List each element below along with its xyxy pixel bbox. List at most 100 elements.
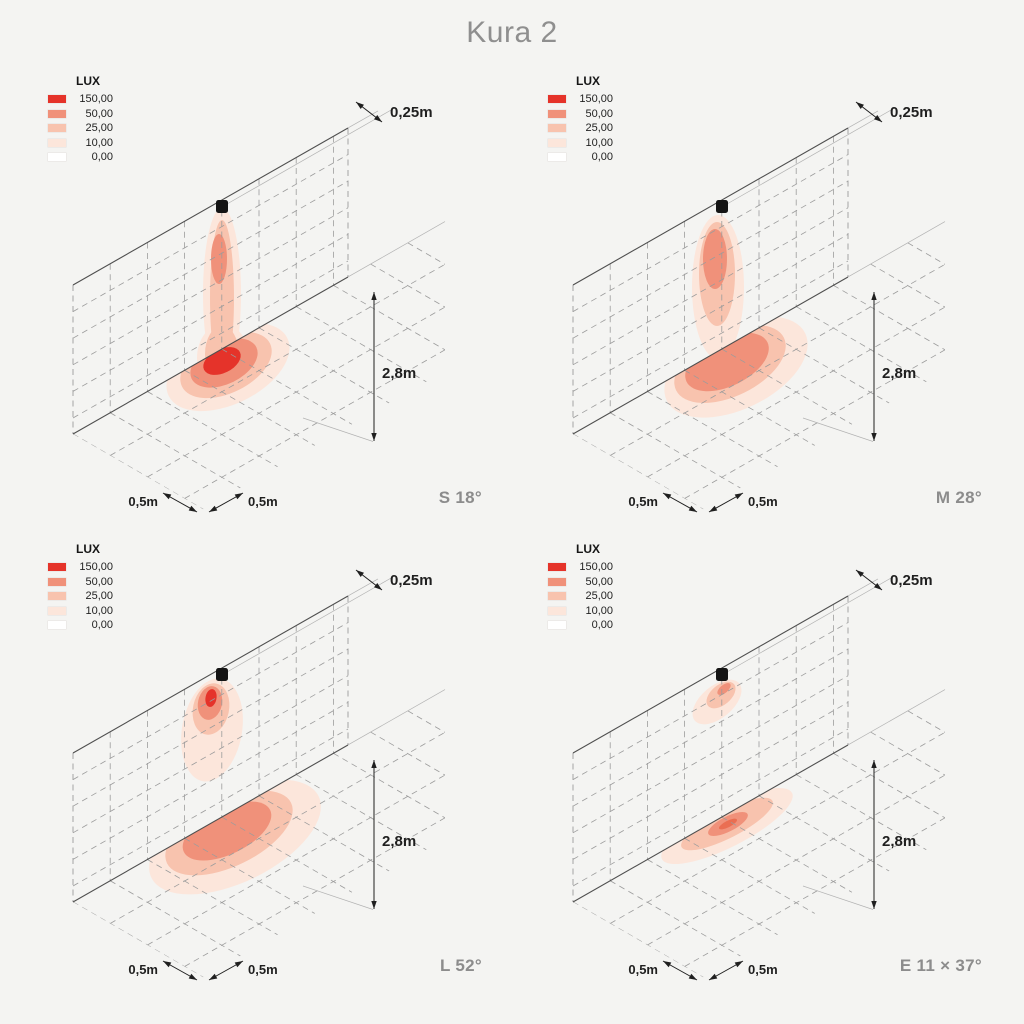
- wall-floor-edge: [572, 276, 849, 435]
- legend-item-50: 50,00: [548, 575, 613, 590]
- grid-line: [72, 728, 349, 887]
- mounting-height-arrow: [871, 292, 877, 441]
- legend-item-10: 10,00: [48, 604, 113, 619]
- legend-item-150: 150,00: [48, 560, 113, 575]
- cell-arrow-left: [162, 492, 198, 513]
- wall-offset-arrow: [855, 101, 883, 123]
- grid-line: [609, 412, 741, 489]
- grid-line: [110, 263, 445, 456]
- grid-line: [72, 180, 349, 339]
- beam-label: M 28°: [935, 488, 982, 507]
- floor-line-extension: [347, 689, 446, 746]
- arrowhead-icon: [371, 901, 377, 909]
- arrowhead-icon: [871, 760, 877, 768]
- arrowhead-icon: [374, 114, 382, 122]
- grid-line: [184, 817, 445, 967]
- legend-swatch-50: [48, 577, 66, 586]
- cell-arrow-right: [708, 960, 744, 981]
- wall-offset-label: 0,25m: [390, 572, 433, 589]
- grid-line: [184, 349, 445, 499]
- cell-arrow-right: [208, 492, 244, 513]
- legend-item-150: 150,00: [48, 92, 113, 107]
- arrowhead-icon: [709, 505, 718, 512]
- grid-line: [944, 221, 945, 298]
- legend-item-50: 50,00: [48, 107, 113, 122]
- fixture-rail-line: [726, 577, 893, 673]
- legend-item-50: 50,00: [548, 107, 613, 122]
- legend-swatch-50: [548, 577, 566, 586]
- legend-item-150: 150,00: [548, 92, 613, 107]
- grid-line: [684, 817, 945, 967]
- fixture-rail-line: [226, 577, 393, 673]
- cell-arrow-left: [162, 960, 198, 981]
- lux-legend: LUX 150,00 50,00 25,00 10,00 0,00: [48, 74, 113, 165]
- grid-line: [907, 242, 945, 319]
- wall-floor-edge: [72, 276, 349, 435]
- mounting-height-label: 2,8m: [382, 365, 416, 382]
- arrowhead-icon: [209, 973, 218, 980]
- wall-isolux-blob: [181, 678, 243, 782]
- floor-contour-50-lux: [718, 818, 738, 830]
- grid-line: [72, 207, 349, 366]
- mounting-height-arrow: [371, 760, 377, 909]
- grid-line: [407, 242, 445, 319]
- lux-legend: LUX 150,00 50,00 25,00 10,00 0,00: [548, 74, 613, 165]
- arrowhead-icon: [734, 961, 743, 968]
- grid-line: [572, 728, 849, 887]
- wall-floor-edge: [72, 744, 349, 903]
- grid-line: [944, 689, 945, 766]
- grid-line: [184, 369, 316, 446]
- luminaire-fixture-icon: [216, 200, 228, 213]
- arrowhead-icon: [234, 961, 243, 968]
- legend-swatch-150: [48, 95, 66, 104]
- cell-size-label-right: 0,5m: [248, 494, 278, 509]
- grid-line: [572, 207, 849, 366]
- grid-line: [610, 731, 945, 924]
- beam-label: S 18°: [438, 488, 482, 507]
- isolux-scene: 0,25m 2,8m 0,5m 0,5m: [72, 101, 446, 513]
- wall-grid: [572, 127, 849, 434]
- wall-grid: [572, 595, 849, 902]
- grid-line: [833, 752, 945, 829]
- arrowhead-icon: [871, 433, 877, 441]
- cell-arrow-left: [662, 960, 698, 981]
- mounting-height-label: 2,8m: [882, 365, 916, 382]
- arrowhead-icon: [874, 582, 882, 590]
- legend-item-0: 0,00: [548, 150, 613, 165]
- cell-size-label-left: 0,5m: [128, 962, 158, 977]
- legend-swatch-0: [548, 621, 566, 630]
- arrowhead-icon: [856, 570, 864, 578]
- arrowhead-icon: [374, 582, 382, 590]
- cell-size-label-left: 0,5m: [128, 494, 158, 509]
- floor-isolux-blob: [149, 779, 321, 895]
- legend-swatch-10: [548, 138, 566, 147]
- legend-swatch-0: [48, 621, 66, 630]
- legend-swatch-25: [48, 592, 66, 601]
- arrowhead-icon: [871, 901, 877, 909]
- panel-s: 0,25m 2,8m 0,5m 0,5m LUX 150,00 50,00 25,00…: [20, 62, 504, 522]
- floor-line-extension: [347, 221, 446, 278]
- wall-offset-arrow: [355, 101, 383, 123]
- fixture-rail-line: [226, 109, 393, 205]
- wall-top-edge: [72, 595, 349, 754]
- cell-size-label-right: 0,5m: [248, 962, 278, 977]
- arrowhead-icon: [874, 114, 882, 122]
- grid-line: [758, 795, 890, 872]
- grid-line: [870, 731, 945, 808]
- grid-line: [444, 221, 445, 298]
- grid-line: [72, 702, 349, 860]
- height-leader-line: [302, 417, 374, 442]
- grid-line: [721, 816, 853, 893]
- legend-item-150: 150,00: [548, 560, 613, 575]
- grid-line: [647, 391, 778, 468]
- legend-swatch-25: [548, 592, 566, 601]
- fixture-rail-line: [726, 109, 893, 205]
- wall-top-edge: [72, 127, 349, 286]
- beam-label: E 11 × 37°: [899, 956, 982, 975]
- scene-outlines: [572, 577, 946, 910]
- height-leader-line: [302, 885, 374, 910]
- grid-line: [572, 260, 849, 419]
- lux-legend: LUX 150,00 50,00 25,00 10,00 0,00: [48, 542, 113, 633]
- legend-swatch-10: [548, 606, 566, 615]
- legend-item-10: 10,00: [48, 136, 113, 151]
